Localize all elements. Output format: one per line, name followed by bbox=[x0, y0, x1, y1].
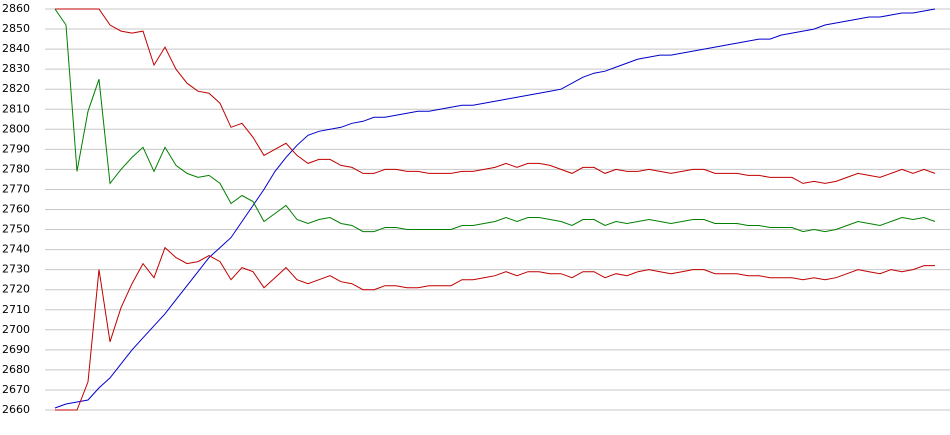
series-line bbox=[54, 8, 936, 409]
series-line bbox=[55, 246, 935, 411]
y-tick-label: 2710 bbox=[2, 303, 30, 316]
y-tick-label: 2810 bbox=[2, 102, 30, 115]
y-tick-label: 2850 bbox=[2, 22, 30, 35]
series-line bbox=[54, 8, 936, 233]
y-tick-label: 2770 bbox=[2, 182, 30, 195]
y-tick-label: 2750 bbox=[2, 223, 30, 236]
y-tick-label: 2780 bbox=[2, 162, 30, 175]
y-tick-label: 2760 bbox=[2, 203, 30, 216]
y-tick-label: 2720 bbox=[2, 283, 30, 296]
y-tick-label: 2830 bbox=[2, 62, 30, 75]
y-tick-label: 2690 bbox=[2, 343, 30, 356]
y-tick-label: 2670 bbox=[2, 383, 30, 396]
y-tick-label: 2820 bbox=[2, 82, 30, 95]
y-tick-label: 2660 bbox=[2, 403, 30, 416]
y-tick-label: 2790 bbox=[2, 142, 30, 155]
y-tick-label: 2700 bbox=[2, 323, 30, 336]
y-tick-label: 2800 bbox=[2, 122, 30, 135]
y-tick-label: 2680 bbox=[2, 363, 30, 376]
series-line bbox=[55, 8, 936, 184]
y-tick-label: 2730 bbox=[2, 263, 30, 276]
y-tick-label: 2840 bbox=[2, 42, 30, 55]
y-tick-label: 2860 bbox=[2, 2, 30, 15]
y-tick-label: 2740 bbox=[2, 243, 30, 256]
